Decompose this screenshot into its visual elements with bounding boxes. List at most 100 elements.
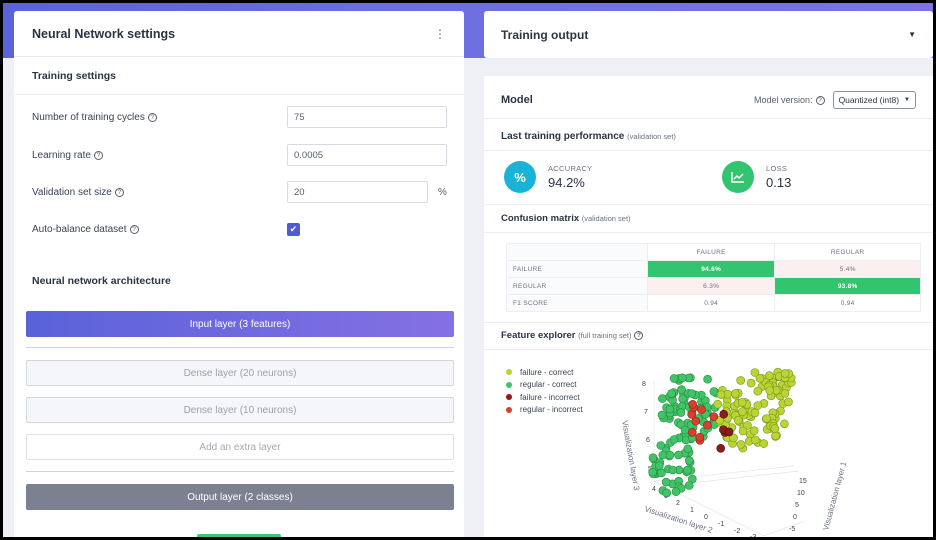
input-layer[interactable]: Input layer (3 features) — [26, 311, 454, 337]
autobalance-row: Auto-balance dataset? ✔ — [32, 218, 452, 240]
table-row: REGULAR 6.3% 93.8% — [506, 277, 921, 295]
caret-down-icon[interactable]: ▼ — [908, 30, 916, 39]
model-version: Model version: ? Quantized (int8) ▼ — [754, 91, 916, 109]
loss-metric: LOSS 0.13 — [722, 161, 791, 193]
legend-item[interactable]: failure - incorrect — [506, 391, 583, 404]
divider — [26, 471, 454, 472]
help-icon[interactable]: ? — [129, 224, 139, 234]
scatter-point — [648, 453, 658, 462]
kebab-menu-icon[interactable]: ⋮ — [434, 26, 446, 41]
model-version-select[interactable]: Quantized (int8) ▼ — [832, 91, 916, 109]
legend-swatch — [506, 381, 512, 388]
cycles-label: Number of training cycles? — [32, 112, 287, 123]
scatter-point — [703, 374, 712, 384]
x-tick: -1 — [718, 521, 724, 528]
cycles-input[interactable]: 75 — [287, 106, 447, 128]
scatter-point — [688, 428, 697, 437]
scatter-point — [770, 424, 780, 433]
percent-icon: % — [504, 161, 536, 193]
scatter-point — [749, 426, 759, 435]
help-icon[interactable]: ? — [634, 331, 644, 340]
table-row: FAILURE 94.6% 5.4% — [506, 260, 921, 278]
scatter-point — [738, 426, 748, 436]
divider — [484, 150, 933, 151]
table-row: F1 SCORE 0.94 0.94 — [506, 294, 921, 312]
divider — [484, 322, 933, 323]
legend-item[interactable]: failure - correct — [506, 366, 583, 379]
scatter-point — [780, 369, 790, 378]
table-cell — [506, 243, 648, 261]
axis-label-layer3: Visualization layer 3 — [620, 420, 641, 492]
scatter-point — [661, 477, 671, 487]
training-output-header[interactable]: Training output ▼ — [484, 11, 933, 58]
table-cell: 93.8% — [774, 277, 921, 295]
scatter-point — [736, 440, 746, 449]
legend-item[interactable]: regular - correct — [506, 379, 583, 392]
validation-input[interactable]: 20 — [287, 181, 428, 203]
help-icon[interactable]: ? — [93, 150, 103, 160]
output-layer[interactable]: Output layer (2 classes) — [26, 484, 454, 510]
scatter-point — [750, 408, 760, 418]
add-layer-button[interactable]: Add an extra layer — [26, 434, 454, 460]
accuracy-label: ACCURACY — [548, 164, 593, 173]
legend-item[interactable]: regular - incorrect — [506, 404, 583, 417]
autobalance-checkbox[interactable]: ✔ — [287, 222, 300, 236]
x-tick: 0 — [704, 514, 708, 521]
scatter-point — [656, 441, 666, 450]
z-tick: 8 — [642, 381, 646, 388]
table-cell: 0.94 — [774, 294, 921, 312]
scatter-point — [691, 416, 700, 426]
help-icon[interactable]: ? — [114, 187, 124, 197]
divider — [484, 118, 933, 119]
y-tick: 15 — [799, 478, 807, 485]
validation-label: Validation set size? — [32, 187, 287, 198]
scatter-point — [751, 435, 760, 445]
dense-layer-20[interactable]: Dense layer (20 neurons) — [26, 360, 454, 386]
training-output-title: Training output — [501, 27, 589, 42]
scatter-point — [665, 404, 675, 414]
scatter-point — [678, 373, 687, 383]
y-tick: 0 — [793, 514, 797, 521]
axis-label-layer1: Visualization layer 1 — [821, 460, 848, 531]
table-cell: 0.94 — [646, 294, 776, 312]
percent-unit: % — [438, 186, 447, 198]
table-header: FAILURE — [646, 243, 776, 261]
learning-rate-input[interactable]: 0.0005 — [287, 144, 447, 166]
training-settings-header: Training settings — [14, 57, 464, 95]
x-tick: -2 — [734, 528, 740, 535]
panel-header: Neural Network settings ⋮ — [14, 11, 464, 57]
loss-value: 0.13 — [766, 175, 792, 190]
scatter-point — [683, 465, 692, 475]
divider — [484, 204, 933, 205]
plot-legend: failure - correct regular - correct fail… — [506, 366, 583, 416]
scatter-point — [738, 407, 747, 417]
dense-layer-10[interactable]: Dense layer (10 neurons) — [26, 397, 454, 423]
divider — [26, 347, 454, 348]
scatter-point — [678, 394, 687, 404]
scatter-point — [665, 450, 675, 460]
loss-label: LOSS — [766, 164, 788, 173]
y-tick: 10 — [797, 490, 805, 497]
table-header-row: FAILURE REGULAR — [506, 243, 921, 261]
scatter-point — [771, 431, 780, 441]
scatter-point — [669, 435, 679, 444]
accuracy-metric: % ACCURACY 94.2% — [504, 161, 593, 193]
x-tick: 1 — [690, 507, 694, 514]
last-perf-title: Last training performance (validation se… — [501, 131, 676, 142]
divider — [484, 349, 933, 350]
help-icon[interactable]: ? — [815, 95, 825, 105]
model-version-value: Quantized (int8) — [838, 95, 900, 105]
trend-chart-icon — [722, 161, 754, 193]
scatter-point — [697, 405, 706, 414]
checkmark-icon: ✔ — [289, 223, 298, 234]
help-icon[interactable]: ? — [147, 112, 157, 122]
feature-explorer-plot[interactable]: Visualization layer 3 Visualization laye… — [604, 361, 924, 537]
start-training-button[interactable] — [197, 534, 281, 537]
scatter-point — [765, 386, 774, 395]
table-header: REGULAR — [774, 243, 921, 261]
confusion-matrix-title: Confusion matrix (validation set) — [501, 213, 631, 224]
confusion-matrix-table: FAILURE REGULAR FAILURE 94.6% 5.4% REGUL… — [506, 243, 921, 312]
training-output-panel: Model Model version: ? Quantized (int8) … — [484, 76, 933, 537]
row-label: REGULAR — [506, 277, 648, 295]
feature-explorer-title: Feature explorer (full training set)? — [501, 330, 644, 341]
